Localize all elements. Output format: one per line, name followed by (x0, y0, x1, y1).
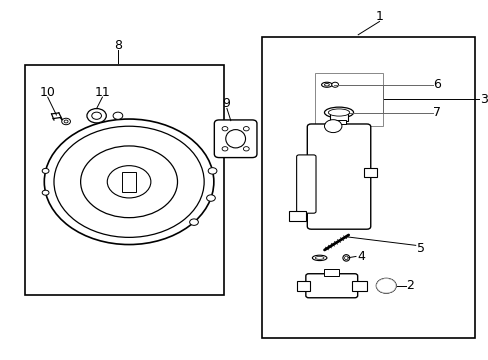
FancyBboxPatch shape (214, 120, 256, 158)
Circle shape (54, 126, 203, 237)
Circle shape (113, 112, 122, 119)
Ellipse shape (342, 255, 349, 261)
Circle shape (44, 119, 213, 244)
Text: 10: 10 (40, 86, 56, 99)
Ellipse shape (321, 82, 331, 87)
Text: 8: 8 (114, 39, 122, 52)
Text: 9: 9 (222, 97, 229, 110)
Ellipse shape (225, 130, 245, 148)
Bar (314, 73, 382, 126)
Circle shape (376, 279, 395, 293)
Text: 2: 2 (406, 279, 413, 292)
Bar (262, 37, 474, 338)
Text: 11: 11 (94, 86, 110, 99)
Ellipse shape (380, 282, 391, 290)
Ellipse shape (312, 255, 326, 261)
Bar (122, 172, 136, 192)
Bar (296, 281, 309, 291)
Ellipse shape (324, 84, 328, 86)
Circle shape (61, 118, 70, 125)
Circle shape (222, 147, 227, 151)
Circle shape (87, 109, 106, 123)
Circle shape (222, 127, 227, 131)
FancyBboxPatch shape (296, 155, 315, 213)
Text: 6: 6 (432, 78, 440, 91)
Circle shape (42, 168, 49, 174)
Circle shape (331, 82, 338, 87)
Circle shape (92, 112, 101, 119)
Bar (364, 168, 376, 177)
FancyBboxPatch shape (306, 124, 370, 229)
Circle shape (206, 195, 215, 201)
Text: 4: 4 (356, 250, 364, 263)
Bar (331, 120, 345, 124)
Bar (329, 112, 347, 121)
Circle shape (243, 127, 249, 131)
Ellipse shape (324, 107, 353, 118)
Bar (25, 65, 223, 295)
Ellipse shape (376, 279, 395, 293)
Text: 7: 7 (432, 106, 440, 119)
Circle shape (189, 219, 198, 225)
Circle shape (42, 190, 49, 195)
Ellipse shape (344, 256, 347, 260)
Text: 1: 1 (375, 10, 383, 23)
Text: 5: 5 (416, 242, 424, 256)
Text: 3: 3 (479, 93, 487, 106)
FancyBboxPatch shape (305, 274, 357, 298)
Ellipse shape (315, 256, 324, 259)
Bar (324, 269, 338, 276)
Ellipse shape (328, 109, 349, 116)
Circle shape (243, 147, 249, 151)
Circle shape (107, 166, 151, 198)
Circle shape (324, 120, 341, 132)
Bar (352, 281, 366, 291)
Circle shape (81, 146, 177, 218)
Circle shape (208, 168, 217, 174)
Bar (289, 211, 305, 221)
Circle shape (64, 120, 68, 123)
